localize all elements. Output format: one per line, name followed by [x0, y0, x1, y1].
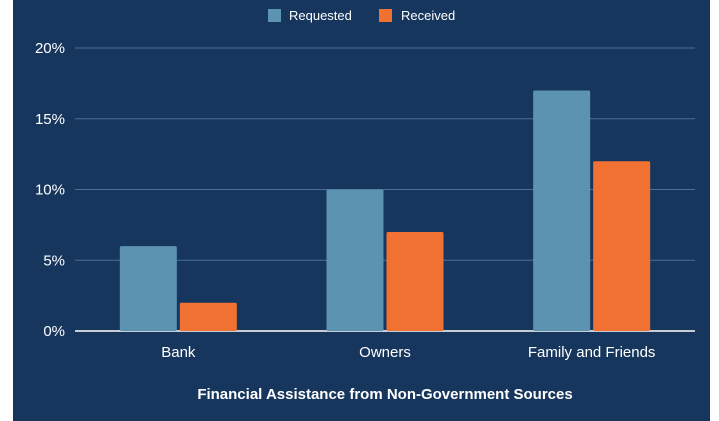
- legend-label-requested: Requested: [289, 8, 352, 23]
- bar-received-family-and-friends: [593, 161, 651, 331]
- x-axis-ticks: Bank Owners Family and Friends: [161, 344, 655, 361]
- bar-received-bank: [179, 302, 237, 331]
- y-tick-label: 10%: [35, 182, 65, 199]
- bar-received-owners: [386, 231, 444, 331]
- x-axis-title: Financial Assistance from Non-Government…: [197, 386, 572, 403]
- bar-requested-bank: [119, 246, 177, 331]
- y-tick-label: 20%: [35, 40, 65, 57]
- legend: Requested Received: [268, 8, 455, 23]
- y-axis-ticks: 0% 5% 10% 15% 20%: [35, 40, 65, 340]
- bar-requested-family-and-friends: [533, 90, 591, 331]
- bar-chart: Requested Received 0% 5% 10% 15% 20% Bank Own…: [35, 8, 695, 403]
- legend-swatch-requested: [268, 9, 281, 22]
- x-tick-label: Bank: [161, 344, 196, 361]
- y-tick-label: 5%: [43, 252, 65, 269]
- legend-swatch-received: [379, 9, 392, 22]
- legend-label-received: Received: [401, 8, 455, 23]
- y-tick-label: 0%: [43, 323, 65, 340]
- bar-requested-owners: [326, 189, 384, 331]
- y-tick-label: 15%: [35, 111, 65, 128]
- gridlines: [75, 47, 695, 332]
- x-tick-label: Family and Friends: [528, 344, 656, 361]
- x-tick-label: Owners: [359, 344, 411, 361]
- bars: [119, 90, 651, 331]
- chart-panel: Requested Received 0% 5% 10% 15% 20% Bank Own…: [13, 0, 710, 421]
